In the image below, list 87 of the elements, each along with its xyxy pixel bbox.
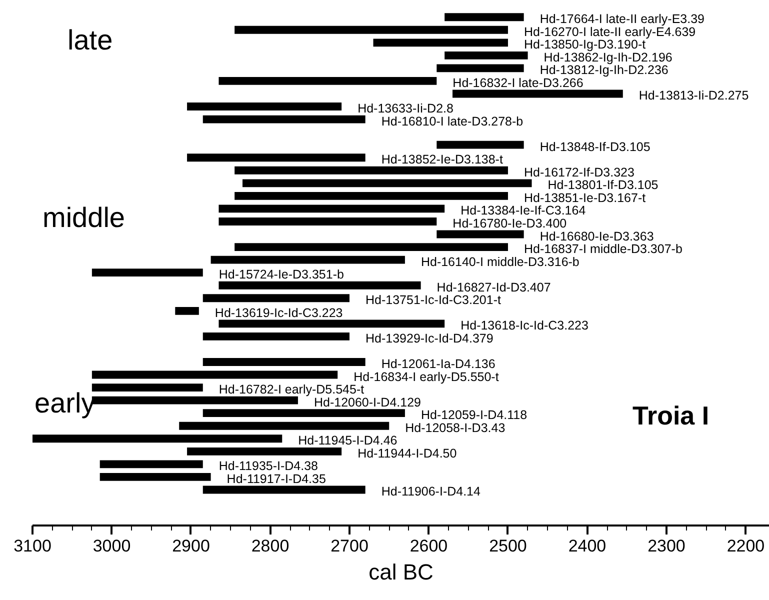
y-tick-label: Hd-13751-Ic-Id-C3.201-t bbox=[365, 293, 502, 308]
y-tick-label: Hd-16832-I late-D3.266 bbox=[452, 76, 584, 90]
y-tick-label: Hd-13619-Ic-Id-C3.223 bbox=[214, 306, 343, 320]
bar bbox=[444, 51, 528, 60]
bar bbox=[187, 447, 342, 456]
bar bbox=[218, 77, 437, 85]
y-tick-label: Hd-13852-Ie-D3.138-t bbox=[381, 152, 504, 167]
y-tick-label: Hd-13813-Ii-D2.275 bbox=[638, 88, 749, 103]
y-tick-label: Hd-12059-I-D4.118 bbox=[420, 408, 528, 422]
annotation: early bbox=[34, 387, 96, 418]
y-tick-label: Hd-17664-I late-II early-E3.39 bbox=[540, 12, 705, 26]
y-tick-label: Hd-16680-Ie-D3.363 bbox=[540, 229, 654, 244]
bar bbox=[202, 409, 405, 418]
y-tick-label: Hd-16837-I middle-D3.307-b bbox=[524, 242, 682, 256]
x-tick-label: 2600 bbox=[410, 536, 448, 556]
y-tick-label: Hd-16782-I early-D5.545-t bbox=[218, 382, 365, 397]
x-tick-label: 2400 bbox=[568, 536, 606, 556]
y-tick-label: Hd-13801-If-D3.105 bbox=[548, 178, 658, 192]
bar bbox=[218, 281, 421, 290]
bar bbox=[436, 64, 524, 72]
y-tick-label: Hd-16780-Ie-D3.400 bbox=[452, 216, 567, 230]
y-tick-label: Hd-13862-Ig-Ih-D2.196 bbox=[544, 50, 672, 64]
bar bbox=[242, 179, 532, 188]
bar bbox=[210, 256, 405, 264]
bar bbox=[234, 166, 508, 174]
bar bbox=[218, 204, 445, 213]
y-tick-label: Hd-16270-I late-II early-E4.639 bbox=[524, 24, 696, 39]
bar bbox=[100, 473, 211, 481]
y-tick-label: Hd-16834-I early-D5.550-t bbox=[354, 370, 500, 384]
bar bbox=[202, 486, 366, 494]
y-tick-label: Hd-11906-I-D4.14 bbox=[381, 484, 481, 499]
bar bbox=[175, 306, 199, 315]
x-tick-label: 2700 bbox=[330, 536, 368, 556]
bar bbox=[202, 358, 366, 366]
y-tick-label: Hd-16140-I middle-D3.316-b bbox=[420, 254, 580, 269]
y-tick-label: Hd-13851-Ie-D3.167-t bbox=[524, 190, 646, 205]
bar bbox=[187, 154, 366, 162]
x-tick-label: 2800 bbox=[251, 536, 290, 556]
x-tick-label: 3000 bbox=[92, 536, 131, 556]
bar bbox=[218, 320, 445, 328]
y-tick-label: Hd-11935-I-D4.38 bbox=[218, 459, 318, 474]
y-tick-label: Hd-12058-I-D3.43 bbox=[405, 420, 506, 435]
y-tick-label: Hd-16810-I late-D3.278-b bbox=[381, 114, 524, 128]
bar bbox=[202, 115, 366, 124]
bar bbox=[100, 460, 203, 468]
y-tick-label: Hd-16827-Id-D3.407 bbox=[436, 280, 551, 294]
x-tick-label: 2900 bbox=[172, 536, 210, 556]
bar bbox=[436, 230, 524, 238]
bar bbox=[92, 268, 203, 277]
y-tick-label: Hd-11944-I-D4.50 bbox=[358, 446, 457, 460]
y-tick-label: Hd-11945-I-D4.46 bbox=[298, 434, 398, 448]
x-tick-label: 2200 bbox=[726, 536, 765, 556]
bar bbox=[92, 396, 298, 404]
y-tick-label: Hd-13812-Ig-Ih-D2.236 bbox=[540, 63, 668, 78]
bar bbox=[187, 102, 342, 110]
annotation: Troia I bbox=[632, 400, 710, 431]
y-tick-label: Hd-16172-If-D3.323 bbox=[524, 165, 635, 180]
x-tick-label: 3100 bbox=[14, 536, 52, 556]
y-tick-label: Hd-13929-Ic-Id-D4.379 bbox=[365, 331, 494, 346]
y-tick-label: Hd-11917-I-D4.35 bbox=[226, 472, 326, 486]
bar bbox=[202, 294, 350, 302]
bar bbox=[32, 434, 282, 443]
y-tick-label: Hd-13848-If-D3.105 bbox=[540, 140, 650, 154]
bar bbox=[179, 422, 390, 430]
bar bbox=[234, 192, 508, 200]
y-tick-label: Hd-12061-Ia-D4.136 bbox=[381, 356, 496, 371]
y-tick-label: Hd-12060-I-D4.129 bbox=[314, 395, 422, 410]
bar bbox=[92, 384, 203, 392]
bar bbox=[234, 26, 508, 34]
bar bbox=[218, 218, 437, 226]
x-tick-label: 2300 bbox=[648, 536, 686, 556]
bar bbox=[444, 13, 524, 22]
y-tick-label: Hd-15724-Ie-D3.351-b bbox=[218, 268, 344, 282]
y-tick-label: Hd-13618-Ic-Id-C3.223 bbox=[460, 318, 588, 333]
bar bbox=[234, 243, 508, 251]
annotation: middle bbox=[42, 202, 125, 234]
annotation: late bbox=[68, 24, 113, 56]
y-tick-label: Hd-13384-Ie-If-C3.164 bbox=[460, 204, 586, 218]
bar bbox=[92, 370, 338, 379]
bar bbox=[373, 38, 508, 47]
x-axis-title: cal BC bbox=[368, 560, 434, 584]
bar bbox=[202, 332, 350, 340]
y-tick-label: Hd-13850-Ig-D3.190-t bbox=[524, 38, 646, 52]
y-tick-label: Hd-13633-Ii-D2.8 bbox=[358, 102, 454, 116]
x-tick-label: 2500 bbox=[489, 536, 527, 556]
bar bbox=[452, 90, 623, 98]
bar bbox=[436, 140, 524, 149]
